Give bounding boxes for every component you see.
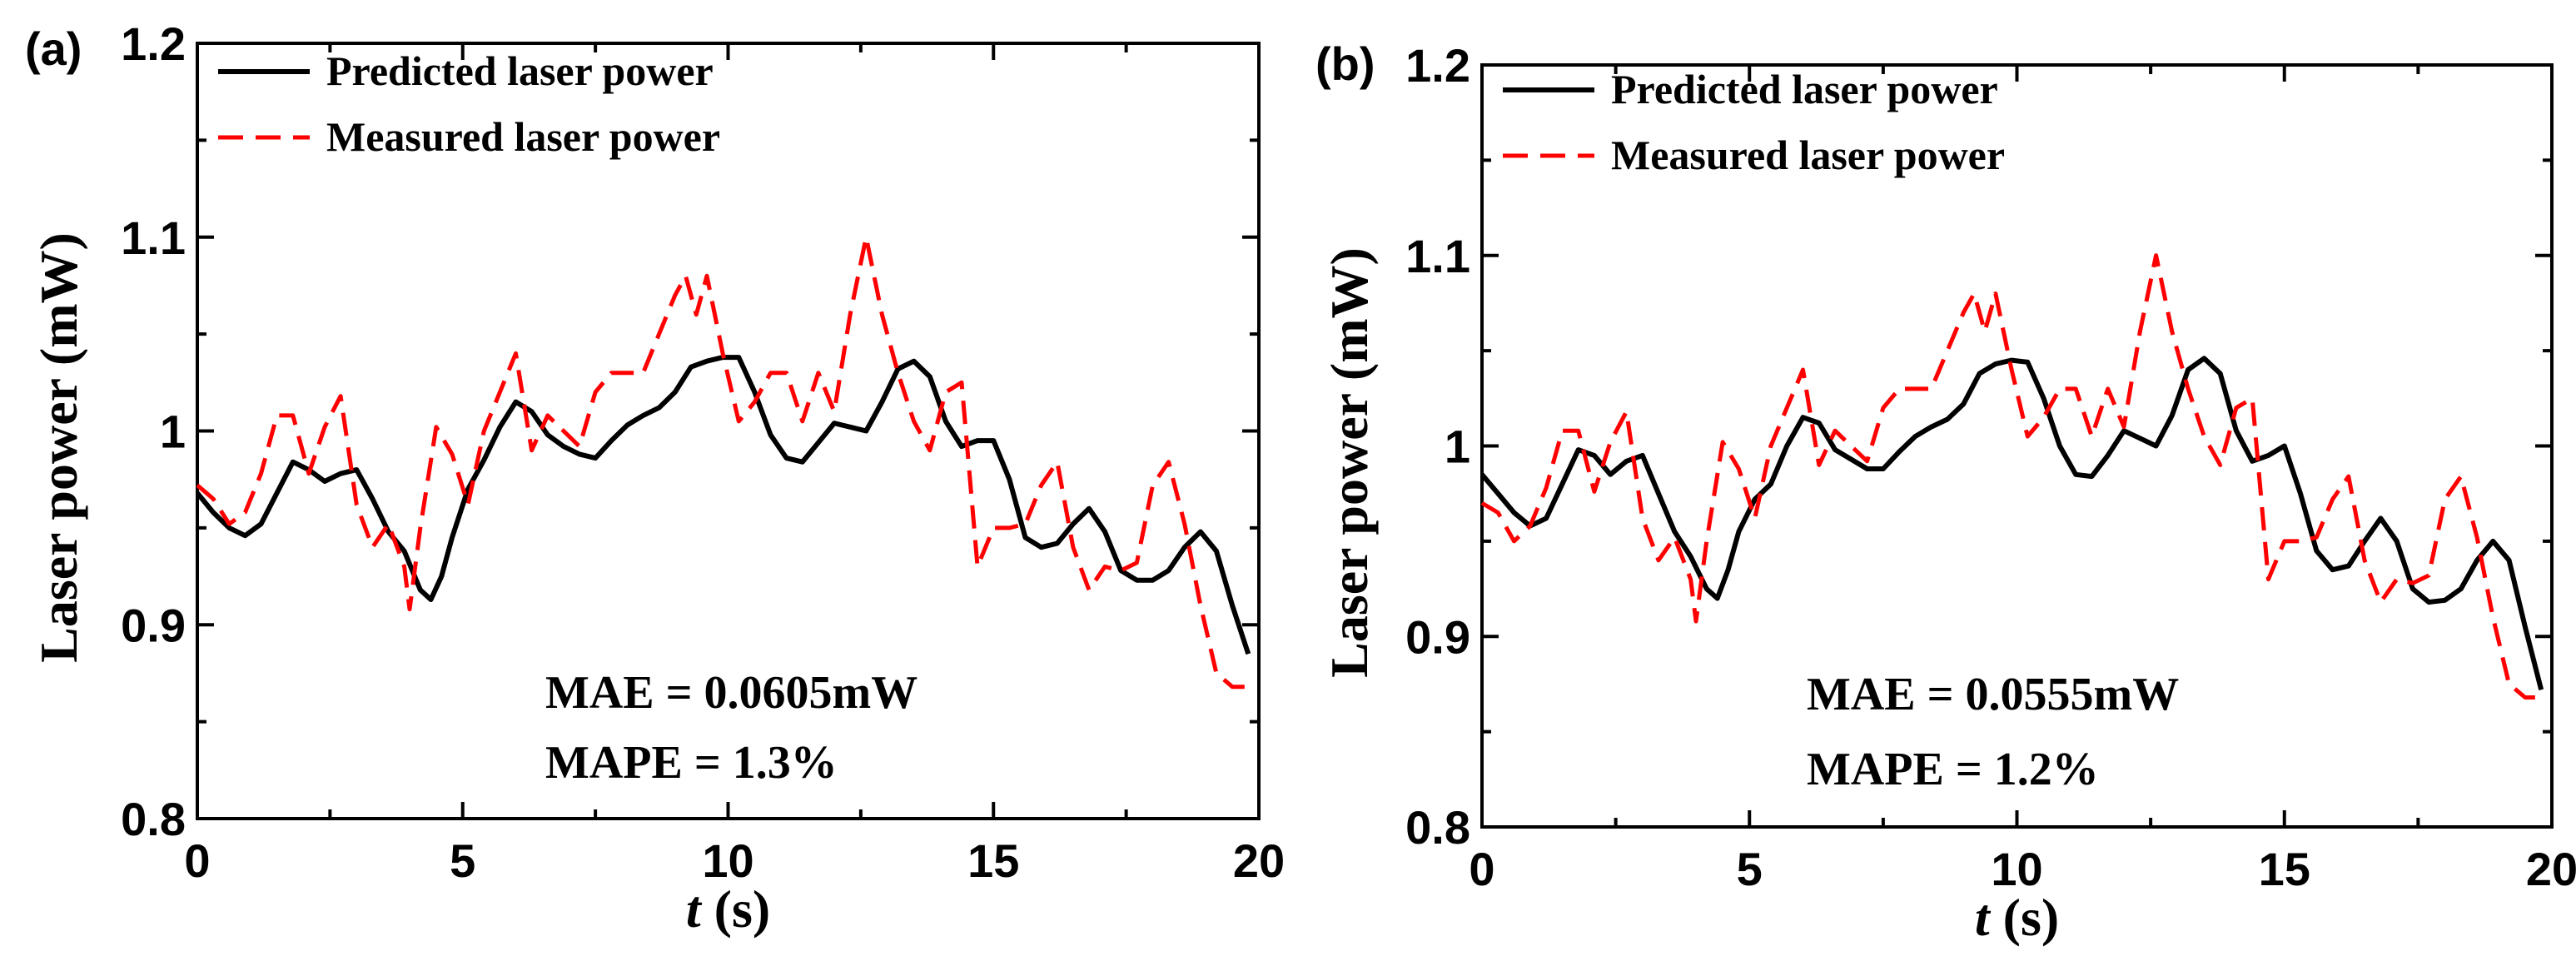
series-predicted-line <box>1479 356 2544 691</box>
y-tick-label: 1.1 <box>1405 230 1470 282</box>
legend-label-measured: Measured laser power <box>1611 132 2005 178</box>
y-tick-label: 0.9 <box>1405 610 1470 663</box>
x-axis-label-unit: (s) <box>1990 888 2060 947</box>
x-tick-label: 15 <box>2259 843 2310 895</box>
mae-annotation: MAE = 0.0555mW <box>1807 669 2179 720</box>
x-tick-label: 10 <box>1991 843 2042 895</box>
legend-label-measured: Measured laser power <box>326 113 720 160</box>
y-axis-label: Laser power (mW) <box>29 232 88 663</box>
y-axis-label: Laser power (mW) <box>1320 247 1379 678</box>
x-tick-label: 20 <box>1233 834 1285 887</box>
mape-annotation: MAPE = 1.3% <box>545 737 838 789</box>
x-tick-label: 0 <box>1469 843 1494 895</box>
series-measured-line <box>196 235 1249 690</box>
x-tick-label: 15 <box>967 834 1019 887</box>
y-tick-label: 1.2 <box>1405 39 1470 92</box>
chart-panel-b: 0 5 10 15 20 0.8 0.9 1 1.1 1.2 (b) t (s) Laser power… <box>1315 37 2576 947</box>
mape-annotation: MAPE = 1.2% <box>1807 744 2099 795</box>
x-axis-label: t (s) <box>1975 888 2059 947</box>
y-tick-label: 0.8 <box>1405 801 1470 854</box>
series-predicted-line <box>195 355 1251 655</box>
y-tick-label: 0.9 <box>121 599 186 651</box>
chart-panel-a: 0 5 10 15 20 0.8 0.9 1 1.1 1.2 (a) t (s) Laser power… <box>25 17 1285 939</box>
x-axis-label-unit: (s) <box>701 879 771 939</box>
x-axis-label-variable: t <box>686 879 703 939</box>
series-measured-line <box>1480 253 2542 700</box>
x-tick-label: 10 <box>702 834 753 887</box>
y-tick-label: 1 <box>1445 421 1470 473</box>
x-tick-label: 0 <box>184 834 210 887</box>
y-tick-label: 1 <box>160 406 186 458</box>
legend-label-predicted: Predicted laser power <box>1611 66 1998 112</box>
y-tick-label: 1.1 <box>121 212 186 264</box>
x-tick-label: 5 <box>1737 843 1763 895</box>
x-tick-label: 5 <box>450 834 475 887</box>
x-axis-label-variable: t <box>1975 888 1992 947</box>
x-tick-label: 20 <box>2526 843 2576 895</box>
panel-label: (b) <box>1315 37 1375 90</box>
legend-label-predicted: Predicted laser power <box>326 47 714 94</box>
y-tick-label: 0.8 <box>121 793 186 845</box>
panel-label: (a) <box>25 22 82 75</box>
mae-annotation: MAE = 0.0605mW <box>545 667 918 719</box>
y-tick-label: 1.2 <box>121 17 186 70</box>
x-axis-label: t (s) <box>686 879 770 939</box>
